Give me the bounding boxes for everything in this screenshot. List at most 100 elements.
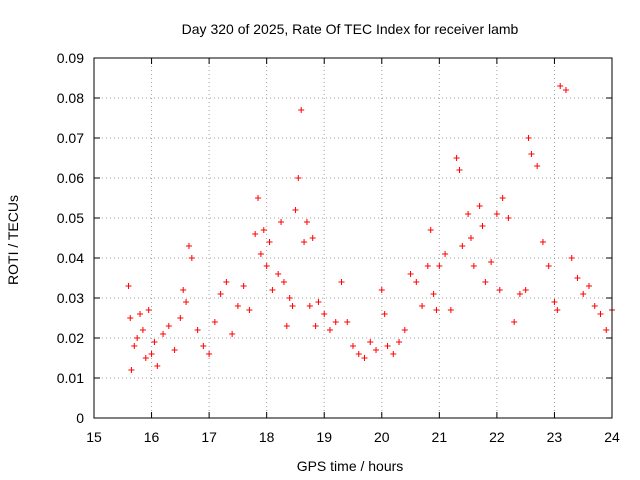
data-point [433,307,440,313]
data-point [453,155,460,161]
data-point [303,219,310,225]
data-point [160,331,167,337]
data-point [211,319,218,325]
data-point [476,203,483,209]
data-point [151,339,158,345]
data-point [200,343,207,349]
data-point [142,355,149,361]
x-tick-label: 17 [201,429,217,445]
grid-lines [94,58,612,418]
data-point [278,219,285,225]
data-point [127,315,134,321]
x-tick-label: 15 [86,429,102,445]
data-point [551,299,558,305]
data-point [591,303,598,309]
data-point [456,167,463,173]
data-point [496,287,503,293]
data-point [145,307,152,313]
y-tick-label: 0 [76,410,84,426]
x-tick-label: 18 [259,429,275,445]
chart-title: Day 320 of 2025, Rate Of TEC Index for r… [182,21,519,37]
data-point [194,327,201,333]
data-point [585,283,592,289]
data-point [280,279,287,285]
data-point [229,331,236,337]
data-point [525,135,532,141]
data-point [255,195,262,201]
data-point [413,279,420,285]
data-point [326,327,333,333]
data-point [315,299,322,305]
y-tick-label: 0.06 [57,170,84,186]
data-point [493,211,500,217]
data-point [568,255,575,261]
data-point [516,291,523,297]
data-point [171,347,178,353]
data-point [355,351,362,357]
y-tick-label: 0.02 [57,330,84,346]
data-point [240,283,247,289]
data-point [286,295,293,301]
data-point [148,351,155,357]
data-point [539,239,546,245]
data-point [528,151,535,157]
data-point [384,343,391,349]
data-point [378,287,385,293]
data-point [381,311,388,317]
data-point [154,363,161,369]
data-point [217,291,224,297]
data-points [125,83,615,373]
data-point [373,347,380,353]
data-point [321,311,328,317]
data-point [505,215,512,221]
data-point [289,303,296,309]
data-point [482,279,489,285]
x-tick-label: 24 [604,429,620,445]
data-point [298,107,305,113]
data-point [260,227,267,233]
x-axis-ticks: 15 16 17 18 19 20 21 22 23 24 [86,58,620,445]
data-point [137,311,144,317]
data-point [436,263,443,269]
data-point [283,323,290,329]
y-tick-label: 0.07 [57,130,84,146]
data-point [257,251,264,257]
data-point [545,263,552,269]
data-point [459,243,466,249]
data-point [511,319,518,325]
data-point [350,343,356,349]
data-point [557,83,564,89]
x-tick-label: 20 [374,429,390,445]
y-tick-label: 0.09 [57,50,84,66]
data-point [367,339,374,345]
data-point [522,287,529,293]
x-tick-label: 19 [316,429,332,445]
data-point [470,263,477,269]
data-point [499,195,506,201]
plot-frame [93,57,613,419]
data-point [139,327,146,333]
data-point [407,271,414,277]
data-point [447,307,454,313]
y-tick-label: 0.05 [57,210,84,226]
data-point [309,235,316,241]
data-point [427,227,434,233]
data-point [597,311,604,317]
data-point [562,87,569,93]
y-tick-label: 0.03 [57,290,84,306]
data-point [246,307,253,313]
y-tick-label: 0.08 [57,90,84,106]
data-point [188,255,195,261]
data-point [165,323,172,329]
data-point [125,283,132,289]
data-point [269,287,276,293]
data-point [396,339,403,345]
data-point [131,343,138,349]
data-point [554,307,561,313]
data-point [534,163,541,169]
data-point [292,207,299,213]
data-point [442,251,449,257]
x-tick-label: 16 [144,429,160,445]
data-point [263,263,270,269]
